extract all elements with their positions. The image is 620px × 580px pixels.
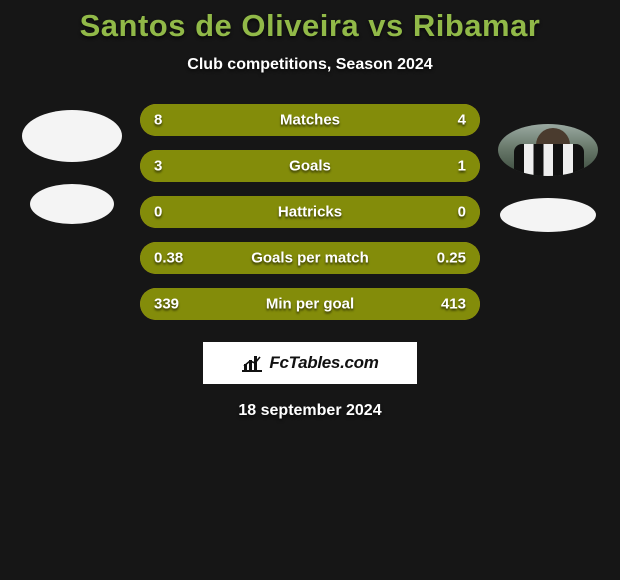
stat-value-right: 0.25 xyxy=(437,250,466,267)
stat-bar: 3 1 Goals xyxy=(140,150,480,182)
stat-fill-right xyxy=(395,150,480,182)
stat-value-right: 413 xyxy=(441,296,466,313)
stats-list: 8 4 Matches 3 1 Goals 0 0 Hattricks 0.38 0.25 Goals… xyxy=(140,104,480,320)
stat-value-left: 8 xyxy=(154,112,162,129)
page-title: Santos de Oliveira vs Ribamar xyxy=(0,8,620,44)
stat-value-right: 4 xyxy=(458,112,466,129)
stat-value-left: 339 xyxy=(154,296,179,313)
content-row: 8 4 Matches 3 1 Goals 0 0 Hattricks 0.38 0.25 Goals… xyxy=(0,104,620,320)
stat-fill-left xyxy=(140,150,395,182)
stat-value-left: 0.38 xyxy=(154,250,183,267)
stat-label: Hattricks xyxy=(278,204,342,221)
comparison-card: Santos de Oliveira vs Ribamar Club compe… xyxy=(0,0,620,420)
right-player-avatar-1 xyxy=(498,124,598,176)
stat-bar: 8 4 Matches xyxy=(140,104,480,136)
stat-value-left: 0 xyxy=(154,204,162,221)
stat-value-right: 1 xyxy=(458,158,466,175)
stat-bar: 339 413 Min per goal xyxy=(140,288,480,320)
subtitle: Club competitions, Season 2024 xyxy=(0,56,620,74)
stat-label: Goals xyxy=(289,158,331,175)
source-logo: FcTables.com xyxy=(203,342,417,384)
right-player-avatar-2 xyxy=(500,198,596,232)
source-logo-text: FcTables.com xyxy=(269,353,378,373)
stat-bar: 0 0 Hattricks xyxy=(140,196,480,228)
date-label: 18 september 2024 xyxy=(0,402,620,420)
left-player-avatar-1 xyxy=(22,110,122,162)
left-player-col xyxy=(22,104,122,224)
stat-bar: 0.38 0.25 Goals per match xyxy=(140,242,480,274)
stat-label: Goals per match xyxy=(251,250,369,267)
stat-label: Min per goal xyxy=(266,296,354,313)
left-player-avatar-2 xyxy=(30,184,114,224)
stat-label: Matches xyxy=(280,112,340,129)
right-player-col xyxy=(498,104,598,232)
stat-value-left: 3 xyxy=(154,158,162,175)
bar-chart-icon xyxy=(241,354,263,372)
stat-value-right: 0 xyxy=(458,204,466,221)
